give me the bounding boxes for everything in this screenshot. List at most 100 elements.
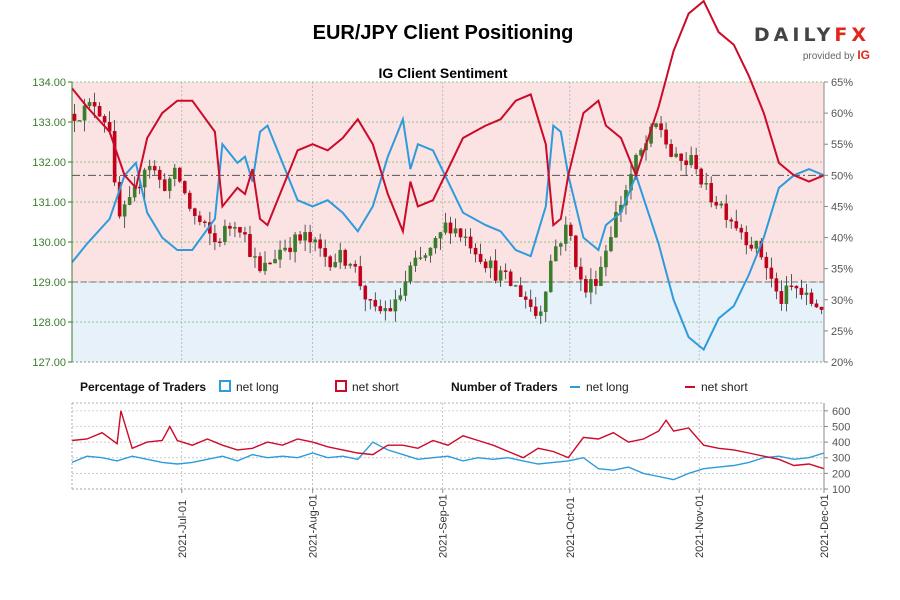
- legend: Percentage of Traders net long net short Nu…: [80, 380, 748, 394]
- candle-body: [102, 116, 107, 123]
- candle-body: [538, 311, 543, 316]
- candle-body: [614, 211, 618, 238]
- candle-body: [709, 183, 713, 203]
- date-axis: 2021-Jul-01 2021-Aug-01 2021-Sep-01 2021-Oc…: [177, 489, 831, 558]
- candle-body: [213, 233, 217, 243]
- candle-body: [749, 244, 754, 249]
- candle-body: [318, 239, 322, 249]
- candle-body: [453, 228, 458, 234]
- candle-body: [388, 308, 393, 312]
- candle-body: [418, 257, 423, 259]
- candle-body: [273, 259, 277, 264]
- candle-body: [438, 232, 443, 239]
- candle-body: [82, 105, 87, 121]
- candle-body: [77, 120, 82, 122]
- traders-panel-axes: 100 200 300 400 500 600: [71, 402, 850, 496]
- candle-body: [127, 197, 132, 205]
- left-tick-label: 134.00: [32, 77, 66, 89]
- traders-lines: [71, 410, 825, 481]
- candle-body: [473, 247, 478, 255]
- candle-body: [263, 262, 267, 272]
- candle-body: [739, 227, 744, 233]
- right-tick-label: 30%: [831, 295, 853, 307]
- left-tick-label: 130.00: [32, 237, 66, 249]
- candle-body: [162, 179, 167, 191]
- net-long-sentiment-line: [71, 115, 825, 352]
- candle-body: [448, 222, 453, 234]
- candle-body: [594, 279, 598, 286]
- candle-body: [458, 228, 463, 238]
- candle-body: [463, 236, 468, 239]
- candle-body: [518, 285, 523, 297]
- sentiment-panel-axes: 127.00 128.00 129.00 130.00 131.00 132.00 133.…: [32, 65, 853, 369]
- date-tick-label: 2021-Oct-01: [565, 497, 577, 558]
- candle-body: [348, 263, 353, 266]
- candle-body: [744, 232, 749, 246]
- left-tick-label: 133.00: [32, 117, 66, 129]
- candle-body: [182, 181, 187, 194]
- left-tick-label: 131.00: [32, 197, 66, 209]
- legend-net-short-box: [335, 380, 347, 392]
- candle-body: [268, 262, 272, 265]
- count-tick-label: 600: [832, 406, 850, 418]
- candle-body: [248, 234, 252, 257]
- right-tick-label: 50%: [831, 170, 853, 182]
- candle-body: [333, 262, 338, 268]
- candle-body: [373, 299, 378, 307]
- candle-body: [468, 236, 473, 249]
- candle-body: [188, 192, 192, 209]
- candle-body: [724, 203, 729, 220]
- candle-body: [564, 224, 568, 244]
- candle-body: [543, 291, 548, 313]
- candle-body: [193, 208, 197, 216]
- candle-body: [478, 253, 483, 262]
- right-tick-label: 45%: [831, 201, 853, 213]
- candle-body: [403, 281, 408, 296]
- candle-body: [243, 232, 247, 235]
- candle-body: [734, 221, 739, 229]
- left-tick-label: 127.00: [32, 357, 66, 369]
- legend-number-long-label: net long: [586, 380, 629, 394]
- candle-body: [293, 234, 297, 253]
- candle-body: [769, 267, 774, 279]
- candle-body: [569, 224, 573, 236]
- left-tick-label: 132.00: [32, 157, 66, 169]
- count-tick-label: 300: [832, 453, 850, 465]
- candle-body: [684, 160, 688, 166]
- candle-body: [147, 165, 152, 171]
- candle-body: [779, 291, 784, 304]
- candle-body: [308, 232, 312, 243]
- candle-body: [157, 169, 162, 180]
- right-tick-label: 40%: [831, 233, 853, 245]
- candle-body: [343, 249, 348, 266]
- candle-body: [228, 225, 232, 229]
- right-tick-label: 65%: [831, 77, 853, 89]
- candle-body: [428, 247, 433, 256]
- dailyfx-logo: DAILYFX provided by IG: [740, 24, 870, 62]
- candle-body: [574, 235, 578, 268]
- candle-body: [358, 266, 363, 287]
- candle-body: [177, 167, 182, 182]
- candle-body: [363, 285, 368, 300]
- sentiment-lines: [71, 0, 825, 352]
- candle-body: [804, 292, 809, 295]
- left-tick-label: 129.00: [32, 277, 66, 289]
- candle-body: [559, 243, 563, 247]
- candle-body: [599, 266, 603, 286]
- candle-body: [664, 129, 668, 145]
- date-tick-label: 2021-Jul-01: [177, 500, 189, 558]
- candle-body: [669, 144, 673, 157]
- candle-body: [378, 306, 383, 312]
- candle-body: [152, 165, 157, 171]
- candle-body: [774, 278, 779, 292]
- date-tick-label: 2021-Aug-01: [308, 494, 320, 558]
- candle-body: [433, 238, 438, 249]
- candle-body: [654, 123, 658, 128]
- candle-body: [714, 201, 719, 206]
- candle-body: [794, 285, 799, 289]
- candle-body: [699, 168, 703, 185]
- candle-body: [303, 232, 307, 241]
- count-tick-label: 400: [832, 437, 850, 449]
- candle-body: [278, 249, 282, 260]
